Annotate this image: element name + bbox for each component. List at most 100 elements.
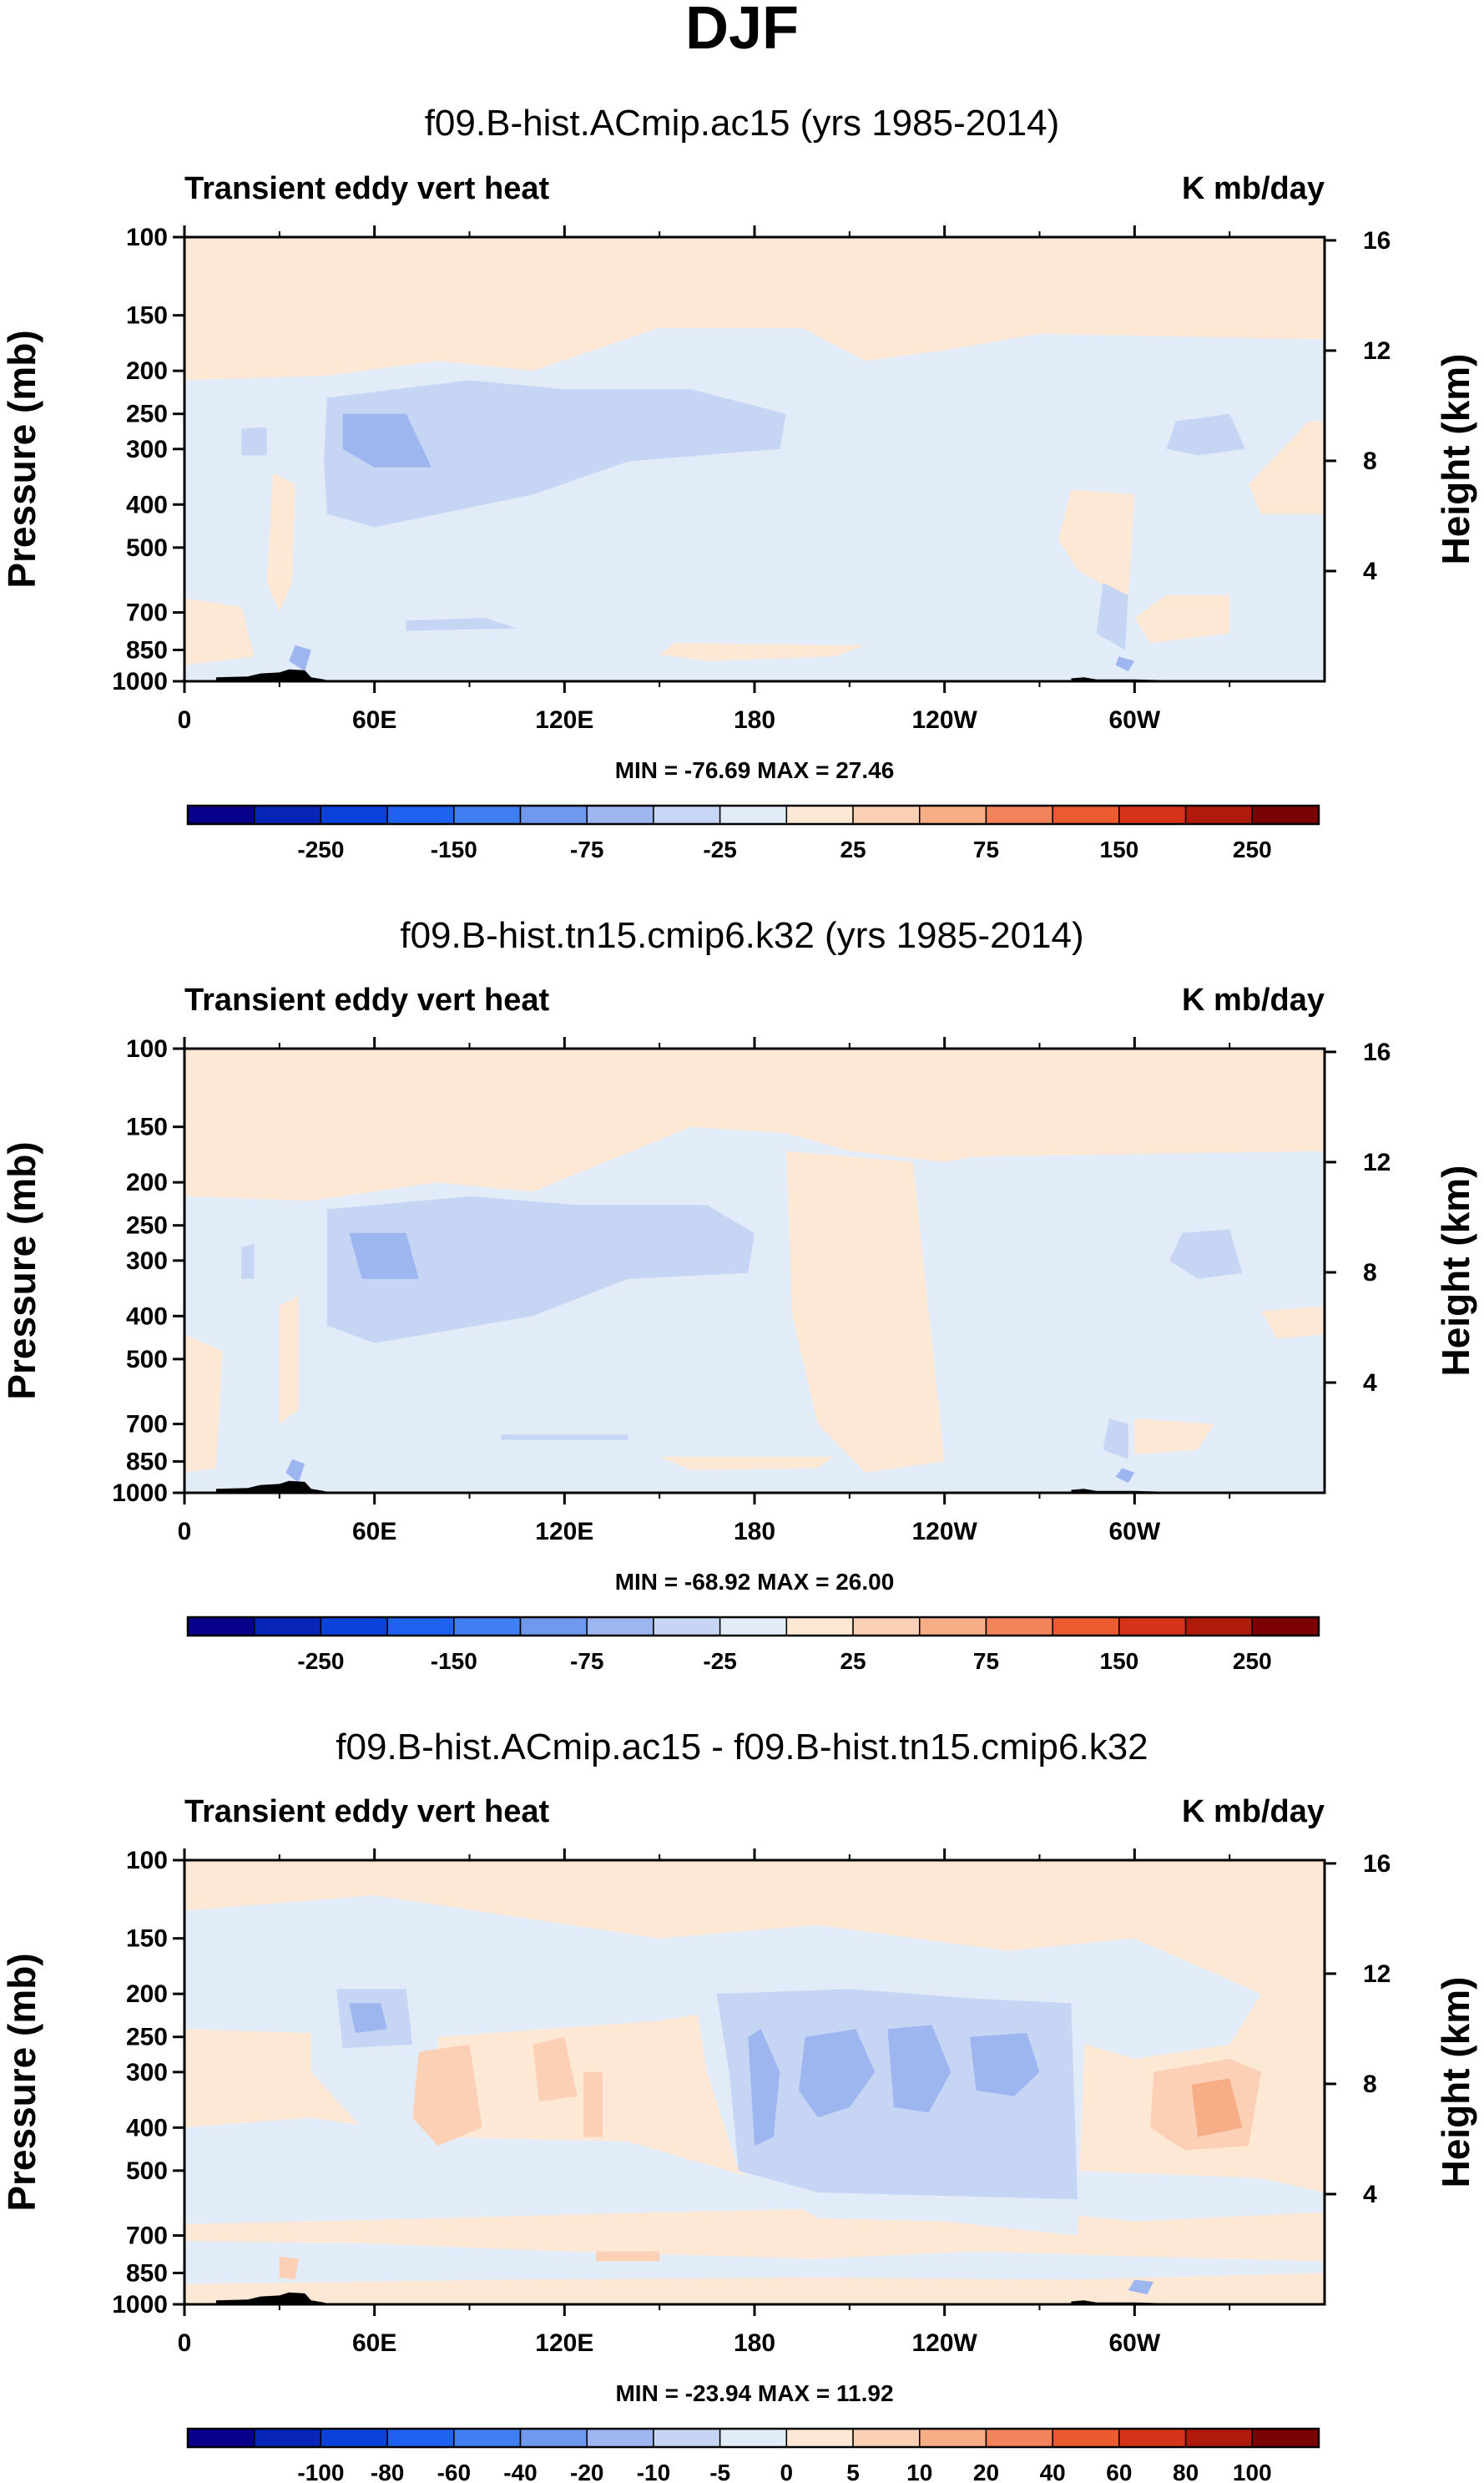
y-tick-label: 500 xyxy=(126,1346,168,1373)
contour-region xyxy=(748,2029,780,2147)
contour-region xyxy=(289,645,311,672)
x-tick-label: 180 xyxy=(734,2329,775,2357)
x-tick-label: 0 xyxy=(178,2329,192,2357)
contour-region xyxy=(583,2071,603,2137)
panel-1-axes: 0 60E 120E 180 120W 60W 100 150 200 250 300 400 500 7… xyxy=(112,224,1391,734)
colorbar-box xyxy=(320,1616,388,1636)
colorbar-label: 40 xyxy=(1040,2460,1066,2483)
panel-2-title: f09.B-hist.tn15.cmip6.k32 (yrs 1985-2014… xyxy=(400,915,1083,956)
y-tick-label: 250 xyxy=(126,401,168,428)
colorbar-box xyxy=(785,1616,854,1636)
contour-region xyxy=(1103,1418,1128,1459)
colorbar-box xyxy=(453,2428,522,2448)
height-tick-label: 12 xyxy=(1363,1960,1391,1988)
height-tick-label: 8 xyxy=(1363,448,1377,475)
contour-region xyxy=(285,1459,305,1484)
colorbar-label: -250 xyxy=(297,837,344,862)
contour-region xyxy=(785,1150,945,1473)
colorbar-box xyxy=(253,2428,322,2448)
panel-2-left-string: Transient eddy vert heat xyxy=(184,983,549,1018)
colorbar-box xyxy=(1184,1616,1254,1636)
y-tick-label: 1000 xyxy=(112,1479,168,1507)
y-tick-label: 500 xyxy=(126,534,168,562)
colorbar-box xyxy=(1118,805,1187,825)
contour-region xyxy=(184,1049,1325,1201)
y-tick-label: 1000 xyxy=(112,2291,168,2319)
contour-region xyxy=(501,1434,628,1440)
contour-region xyxy=(1128,2279,1154,2295)
panel-1-ylabel-right: Height (km) xyxy=(1434,354,1477,565)
panel-1-title: f09.B-hist.ACmip.ac15 (yrs 1985-2014) xyxy=(425,103,1060,144)
y-tick-label: 200 xyxy=(126,357,168,385)
y-tick-label: 300 xyxy=(126,1247,168,1275)
contour-region xyxy=(349,2003,387,2033)
colorbar-box xyxy=(386,805,455,825)
panel-3-contour-fill xyxy=(184,1860,1325,2304)
colorbar-box xyxy=(852,805,921,825)
height-tick-label: 16 xyxy=(1363,1850,1391,1878)
contour-region xyxy=(279,1296,299,1424)
colorbar-label: -40 xyxy=(503,2460,537,2483)
panel-3-colorbar: -100 -80 -60 -40 -20 -10 -5 0 5 10 20 40 60 80 100 xyxy=(186,2427,1320,2483)
colorbar-box xyxy=(919,1616,987,1636)
colorbar-box xyxy=(719,1616,788,1636)
y-tick-label: 300 xyxy=(126,2059,168,2086)
contour-region xyxy=(887,2025,951,2113)
panel-3-left-string: Transient eddy vert heat xyxy=(184,1794,549,1829)
contour-region xyxy=(342,413,432,468)
colorbar-box xyxy=(253,1616,322,1636)
panel-3-plot: 0 60E 120E 180 120W 60W 100 150 200 250 300 400 500 7… xyxy=(112,1847,1391,2357)
panel-3-stats: MIN = -23.94 MAX = 11.92 xyxy=(615,2380,893,2406)
y-tick-label: 250 xyxy=(126,2024,168,2051)
colorbar-box xyxy=(785,805,854,825)
y-tick-label: 100 xyxy=(126,1035,168,1063)
x-tick-label: 120W xyxy=(911,2329,977,2357)
panel-2: f09.B-hist.tn15.cmip6.k32 (yrs 1985-2014… xyxy=(0,915,1477,1674)
colorbar-box xyxy=(985,2428,1053,2448)
contour-region xyxy=(324,380,786,528)
colorbar-box xyxy=(187,1616,255,1636)
y-tick-label: 150 xyxy=(126,1925,168,1953)
x-tick-label: 180 xyxy=(734,1518,775,1545)
contour-region xyxy=(184,237,1325,381)
colorbar-frame xyxy=(186,804,1320,826)
colorbar-box xyxy=(985,805,1053,825)
colorbar-frame xyxy=(186,1616,1320,1637)
colorbar-box xyxy=(653,805,721,825)
contour-region xyxy=(1115,1468,1135,1484)
colorbar-label: 20 xyxy=(973,2460,999,2483)
colorbar-label: 60 xyxy=(1106,2460,1132,2483)
colorbar-label: -60 xyxy=(437,2460,471,2483)
panel-1-stats: MIN = -76.69 MAX = 27.46 xyxy=(615,757,895,783)
colorbar-box xyxy=(919,805,987,825)
colorbar-box xyxy=(320,805,388,825)
y-tick-label: 150 xyxy=(126,302,168,330)
colorbar-label: 10 xyxy=(906,2460,932,2483)
contour-region xyxy=(1115,656,1135,672)
panel-1-colorbar: -250 -150 -75 -25 25 75 150 250 xyxy=(186,804,1320,862)
contour-region xyxy=(1169,1229,1243,1279)
colorbar-label: 100 xyxy=(1233,2460,1272,2483)
colorbar-label: -100 xyxy=(297,2460,344,2483)
contour-region xyxy=(533,2036,578,2102)
colorbar-box xyxy=(519,1616,588,1636)
colorbar-box xyxy=(852,2428,921,2448)
colorbar-box xyxy=(386,1616,455,1636)
y-tick-label: 400 xyxy=(126,2114,168,2142)
contour-region xyxy=(1248,421,1325,514)
panel-3-axes: 0 60E 120E 180 120W 60W 100 150 200 250 300 400 500 7… xyxy=(112,1847,1391,2357)
height-tick-label: 16 xyxy=(1363,1039,1391,1066)
panel-3: f09.B-hist.ACmip.ac15 - f09.B-hist.tn15.… xyxy=(0,1727,1477,2483)
colorbar-box xyxy=(1052,1616,1120,1636)
colorbar-box xyxy=(519,2428,588,2448)
colorbar-box xyxy=(187,805,255,825)
height-tick-label: 4 xyxy=(1363,558,1377,585)
colorbar-box xyxy=(453,805,522,825)
panel-2-ylabel-right: Height (km) xyxy=(1434,1166,1477,1377)
contour-region xyxy=(1191,2078,1243,2137)
colorbar-label: -75 xyxy=(570,837,603,862)
panel-2-contour-fill xyxy=(184,1049,1325,1493)
height-tick-label: 8 xyxy=(1363,2071,1377,2098)
x-tick-label: 60W xyxy=(1108,706,1160,734)
colorbar-label: -150 xyxy=(431,837,477,862)
